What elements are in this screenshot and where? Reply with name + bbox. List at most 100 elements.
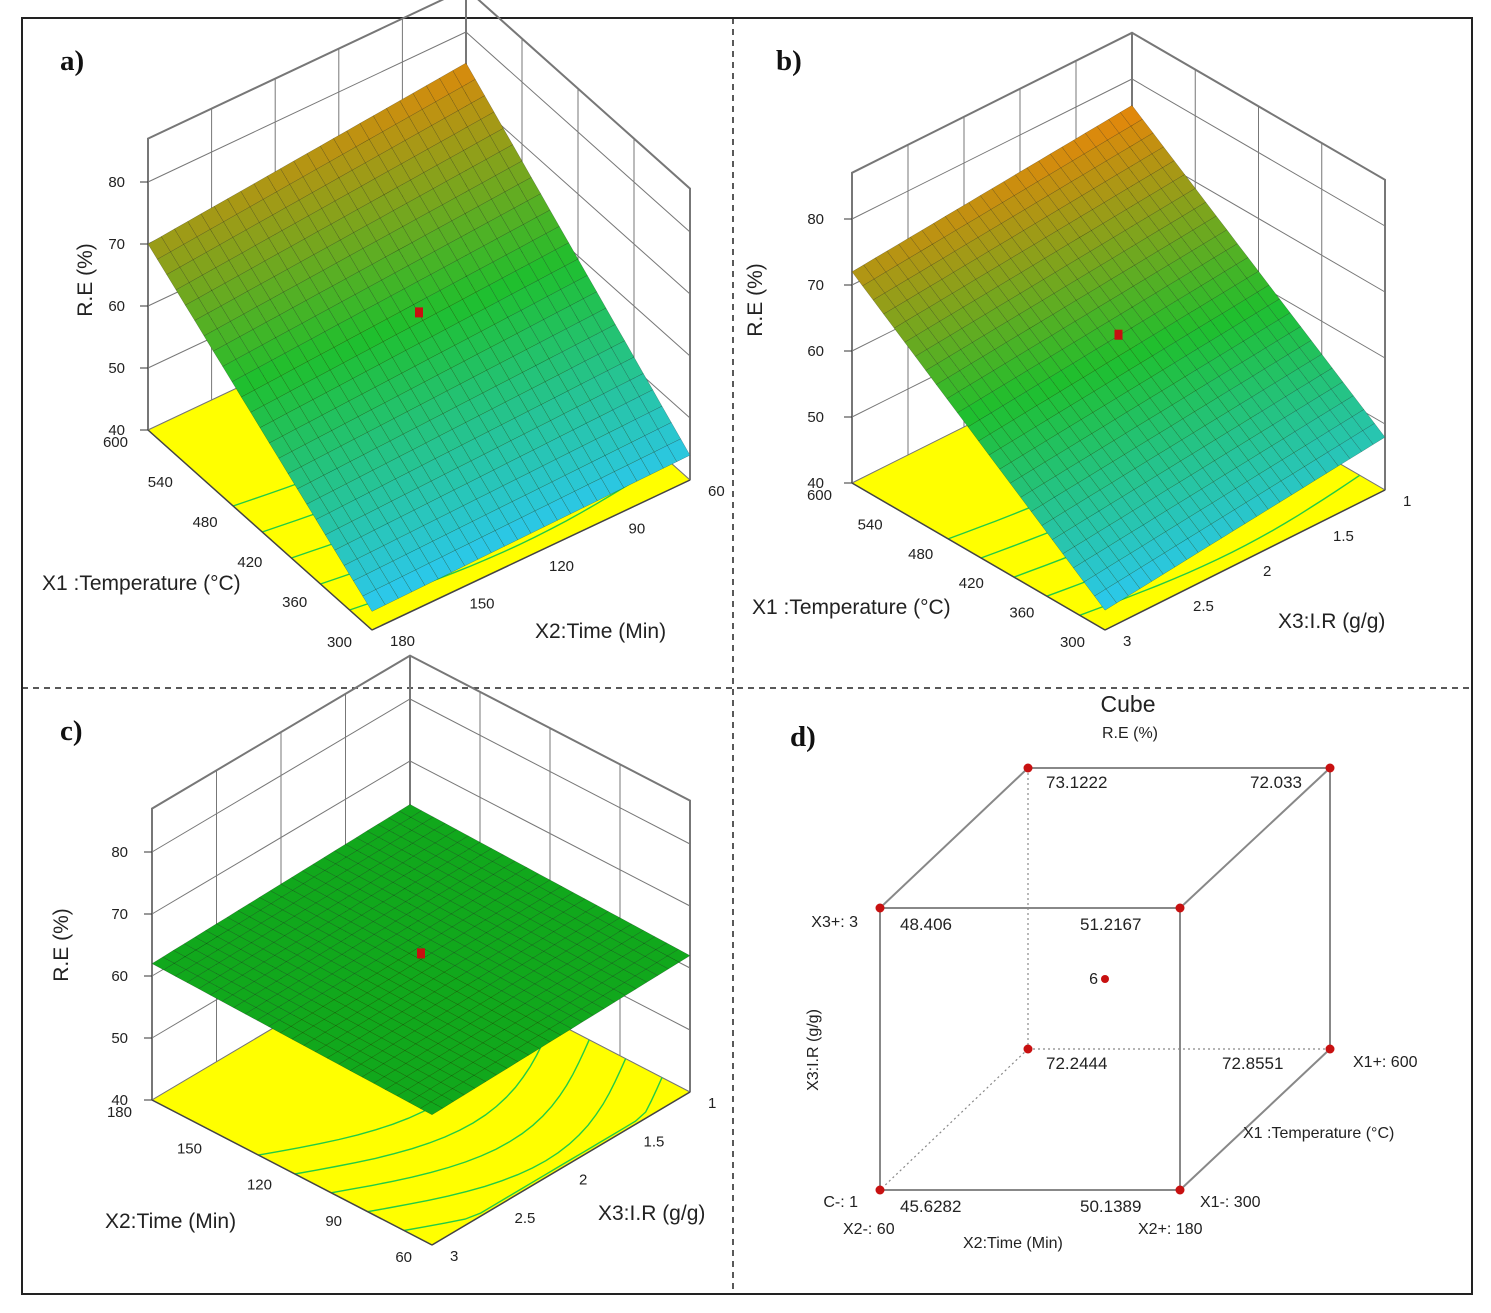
y-tick-label: 2 <box>579 1172 587 1189</box>
y-tick-label: 1 <box>708 1095 716 1112</box>
y-tick-label: 1.5 <box>1333 528 1354 545</box>
cube-x2-plus-label: X2+: 180 <box>1138 1221 1203 1238</box>
x-tick-label: 600 <box>103 434 128 451</box>
front-right-edge <box>1104 489 1386 631</box>
cube-edge <box>1179 1048 1331 1191</box>
y-axis-label: X3:I.R (g/g) <box>598 1202 705 1225</box>
cube-design-point <box>1325 1044 1335 1054</box>
cube-subtitle: R.E (%) <box>1102 725 1158 742</box>
panel-a-label: a) <box>60 45 84 77</box>
cube-edge <box>879 767 1029 909</box>
contour-line <box>403 1077 663 1232</box>
z-tick-label: 40 <box>108 422 125 439</box>
center-design-point <box>417 948 425 959</box>
cube-edge <box>1179 767 1331 909</box>
front-right-edge <box>431 1091 691 1246</box>
cube-title: Cube <box>1101 691 1156 717</box>
y-tick-label: 1.5 <box>644 1133 665 1150</box>
cube-corner-value: 45.6282 <box>900 1197 961 1216</box>
cube-x3-plus-label: X3+: 3 <box>811 914 858 931</box>
x-tick-label: 360 <box>282 594 307 611</box>
y-tick-label: 3 <box>1123 633 1131 650</box>
x-tick-label: 300 <box>327 634 352 651</box>
z-tick-label: 70 <box>108 236 125 253</box>
cube-x3-axis-label: X3:I.R (g/g) <box>805 1009 822 1091</box>
cube-hidden-edge <box>879 1048 1029 1191</box>
cube-corner-value: 72.033 <box>1250 773 1302 792</box>
cube-x1-axis-label: X1 :Temperature (°C) <box>1243 1125 1394 1142</box>
z-gridline <box>151 760 691 915</box>
panel-d-label: d) <box>790 721 816 753</box>
z-tick-label: 50 <box>111 1030 128 1047</box>
contour-line <box>331 1039 590 1194</box>
z-tick-label: 70 <box>807 277 824 294</box>
surface-cell <box>667 438 691 463</box>
z-tick-label: 60 <box>108 298 125 315</box>
x-tick-label: 90 <box>325 1213 342 1230</box>
cube-center-point <box>1101 975 1109 983</box>
y-tick-label: 60 <box>708 483 725 500</box>
x-tick-label: 600 <box>807 487 832 504</box>
cube-corner-value: 73.1222 <box>1046 773 1107 792</box>
cube-x1-minus-label: X1-: 300 <box>1200 1194 1261 1211</box>
center-design-point <box>1114 329 1123 340</box>
panel-d-cube-plot: 73.1222 72.033 48.406 51.2167 72.2444 72.8551… <box>805 691 1418 1252</box>
y-tick-label: 180 <box>390 633 415 650</box>
y-tick-label: 120 <box>549 558 574 575</box>
z-axis-label: R.E (%) <box>50 908 73 982</box>
z-tick-label: 60 <box>111 968 128 985</box>
z-gridline <box>151 698 691 853</box>
x-tick-label: 360 <box>1009 605 1034 622</box>
y-tick-label: 2.5 <box>1193 598 1214 615</box>
y-tick-label: 1 <box>1403 493 1411 510</box>
contour-line <box>1079 474 1361 616</box>
front-right-edge <box>371 479 691 631</box>
z-tick-label: 80 <box>108 174 125 191</box>
cube-center-count: 6 <box>1089 971 1098 988</box>
contour-line <box>294 1020 554 1175</box>
z-tick-label: 50 <box>807 409 824 426</box>
cube-x1-plus-label: X1+: 600 <box>1353 1054 1418 1071</box>
front-left-edge <box>151 1099 433 1246</box>
cube-corner-value: 50.1389 <box>1080 1197 1141 1216</box>
cube-corner-value: 72.2444 <box>1046 1054 1107 1073</box>
y-tick-label: 150 <box>470 596 495 613</box>
x-tick-label: 420 <box>959 575 984 592</box>
cube-c-minus-label: C-: 1 <box>823 1194 858 1211</box>
cube-design-point <box>1023 763 1033 773</box>
cube-design-point <box>875 1185 885 1195</box>
front-left-edge <box>147 429 373 631</box>
z-tick-label: 40 <box>807 475 824 492</box>
y-tick-label: 3 <box>450 1248 458 1265</box>
z-tick-label: 40 <box>111 1092 128 1109</box>
x-tick-label: 480 <box>193 514 218 531</box>
x-axis-label: X1 :Temperature (°C) <box>752 596 951 619</box>
z-tick-label: 70 <box>111 906 128 923</box>
surface-cell <box>1362 423 1386 445</box>
z-tick-label: 60 <box>807 343 824 360</box>
z-axis-label: R.E (%) <box>74 243 97 317</box>
back-wall-outline <box>147 0 691 480</box>
contour-line <box>367 1058 627 1213</box>
x-tick-label: 120 <box>247 1177 272 1194</box>
z-tick-label: 80 <box>111 844 128 861</box>
panel-c-label: c) <box>60 715 83 747</box>
surface-cell <box>667 949 691 963</box>
x-tick-label: 150 <box>177 1140 202 1157</box>
z-axis-label: R.E (%) <box>744 263 767 337</box>
x-tick-label: 540 <box>858 516 883 533</box>
cube-corner-value: 48.406 <box>900 915 952 934</box>
cube-x2-minus-label: X2-: 60 <box>843 1221 895 1238</box>
y-tick-label: 2 <box>1263 563 1271 580</box>
z-tick-label: 80 <box>807 211 824 228</box>
y-axis-label: X2:Time (Min) <box>535 620 666 643</box>
panel-b-label: b) <box>776 45 802 77</box>
z-tick-label: 50 <box>108 360 125 377</box>
cube-design-point <box>875 903 885 913</box>
x-tick-label: 540 <box>148 474 173 491</box>
y-tick-label: 90 <box>629 521 646 538</box>
